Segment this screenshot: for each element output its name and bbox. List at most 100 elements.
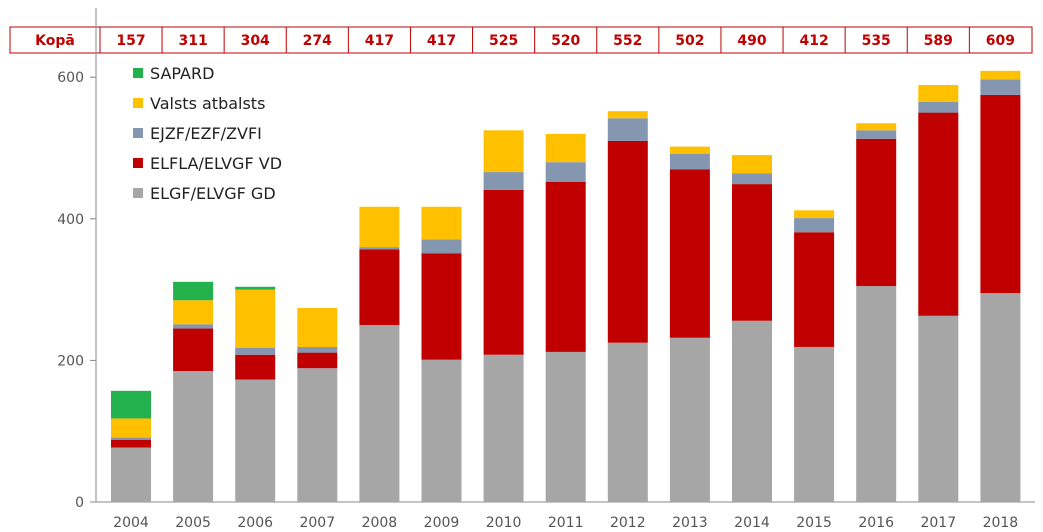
y-tick-label-600: 600 (57, 70, 84, 86)
bar-2004-ejzf-ezf-zvfi (111, 437, 151, 440)
bar-2008-elfla-elvgf-vd (359, 249, 400, 325)
bars (111, 70, 1021, 502)
total-value-2014: 490 (737, 33, 766, 49)
bar-2007-ejzf-ezf-zvfi (297, 346, 338, 353)
bar-2004-sapard (111, 390, 151, 419)
bar-2017-elgf-elvgf-gd (918, 315, 959, 502)
total-value-2008: 417 (365, 33, 394, 49)
bar-2009-ejzf-ezf-zvfi (421, 239, 462, 254)
total-value-2009: 417 (427, 33, 456, 49)
bar-2012-ejzf-ezf-zvfi (607, 118, 648, 141)
bar-2010-ejzf-ezf-zvfi (483, 172, 524, 190)
x-tick-label-2011: 2011 (548, 515, 584, 531)
bar-2013-ejzf-ezf-zvfi (669, 153, 710, 170)
bar-2016-elgf-elvgf-gd (856, 286, 897, 502)
total-value-2007: 274 (303, 33, 332, 49)
bar-2018-elgf-elvgf-gd (980, 293, 1021, 502)
bar-2018-valsts-atbalsts (980, 70, 1021, 80)
legend: SAPARD Valsts atbalsts EJZF/EZF/ZVFI ELFLA/… (133, 64, 282, 203)
bar-2005-ejzf-ezf-zvfi (173, 324, 214, 329)
x-tick-label-2009: 2009 (424, 515, 460, 531)
bar-2013-elfla-elvgf-vd (669, 169, 710, 338)
bar-2013-elgf-elvgf-gd (669, 337, 710, 502)
bar-2010-valsts-atbalsts (483, 130, 524, 173)
totals-row-label: Kopā (35, 33, 75, 49)
bar-2016-valsts-atbalsts (856, 123, 897, 131)
bar-2015-elgf-elvgf-gd (794, 346, 835, 502)
legend-label-4: ELGF/ELVGF GD (150, 184, 276, 203)
totals-row-border (9, 26, 1033, 54)
bar-2004-elgf-elvgf-gd (111, 447, 151, 502)
total-value-2016: 535 (862, 33, 891, 49)
bar-2008-valsts-atbalsts (359, 206, 400, 248)
bar-2004-elfla-elvgf-vd (111, 439, 151, 448)
bar-2015-valsts-atbalsts (794, 210, 835, 219)
x-tick-label-2010: 2010 (486, 515, 522, 531)
total-value-2017: 589 (924, 33, 953, 49)
x-tick-label-2015: 2015 (796, 515, 832, 531)
bar-2004-valsts-atbalsts (111, 418, 151, 438)
x-tick-label-2018: 2018 (983, 515, 1019, 531)
bar-2014-valsts-atbalsts (732, 155, 772, 174)
bar-2009-elfla-elvgf-vd (421, 253, 462, 360)
totals-row: Kopā 157 311 304 274 417 417 525 520 552 502 490 412… (9, 26, 1033, 54)
x-tick-label-2006: 2006 (237, 515, 273, 531)
legend-label-3: ELFLA/ELVGF VD (150, 154, 282, 173)
total-value-2004: 157 (116, 33, 145, 49)
total-value-2013: 502 (675, 33, 704, 49)
bar-2018-elfla-elvgf-vd (980, 94, 1021, 294)
x-axis-labels: 2004 2005 2006 2007 2008 2009 2010 2011 2012 2013… (113, 515, 1018, 531)
x-tick-label-2004: 2004 (113, 515, 149, 531)
bar-2015-elfla-elvgf-vd (794, 232, 835, 347)
bar-2011-elfla-elvgf-vd (545, 181, 586, 352)
total-value-2018: 609 (986, 33, 1015, 49)
x-tick-label-2014: 2014 (734, 515, 770, 531)
total-value-2010: 525 (489, 33, 518, 49)
bar-2016-ejzf-ezf-zvfi (856, 130, 897, 139)
legend-swatch-3 (133, 158, 143, 168)
y-tick-label-200: 200 (57, 353, 84, 369)
bar-2007-valsts-atbalsts (297, 308, 338, 347)
bar-2010-elfla-elvgf-vd (483, 189, 524, 355)
bar-2006-valsts-atbalsts (235, 289, 276, 348)
legend-swatch-2 (133, 128, 143, 138)
x-tick-label-2008: 2008 (362, 515, 398, 531)
legend-label-2: EJZF/EZF/ZVFI (150, 124, 262, 143)
bar-2012-elfla-elvgf-vd (607, 140, 648, 343)
total-value-2006: 304 (241, 33, 270, 49)
legend-swatch-0 (133, 68, 143, 78)
bar-2017-elfla-elvgf-vd (918, 112, 959, 316)
bar-2016-elfla-elvgf-vd (856, 138, 897, 287)
bar-2015-ejzf-ezf-zvfi (794, 218, 835, 233)
bar-2005-valsts-atbalsts (173, 300, 214, 325)
total-value-2015: 412 (799, 33, 828, 49)
bar-2006-elfla-elvgf-vd (235, 354, 276, 380)
bar-2006-sapard (235, 286, 276, 290)
legend-swatch-1 (133, 98, 143, 108)
y-tick-label-400: 400 (57, 212, 84, 228)
bar-2012-valsts-atbalsts (607, 111, 648, 119)
x-tick-label-2007: 2007 (299, 515, 335, 531)
bar-2014-elgf-elvgf-gd (732, 320, 772, 502)
x-tick-label-2013: 2013 (672, 515, 708, 531)
bar-2007-elfla-elvgf-vd (297, 352, 338, 369)
bar-2007-elgf-elvgf-gd (297, 368, 338, 502)
bar-2006-elgf-elvgf-gd (235, 379, 276, 502)
bar-2012-elgf-elvgf-gd (607, 342, 648, 502)
bar-2005-elgf-elvgf-gd (173, 371, 214, 502)
bar-2008-ejzf-ezf-zvfi (359, 247, 400, 250)
bar-2009-valsts-atbalsts (421, 206, 462, 240)
bar-2005-elfla-elvgf-vd (173, 328, 214, 372)
bar-2011-ejzf-ezf-zvfi (545, 162, 586, 182)
bar-2013-valsts-atbalsts (669, 146, 710, 154)
y-tick-label-0: 0 (75, 495, 84, 511)
legend-label-1: Valsts atbalsts (150, 94, 265, 113)
bar-2014-ejzf-ezf-zvfi (732, 173, 772, 185)
x-tick-label-2017: 2017 (920, 515, 956, 531)
bar-2009-elgf-elvgf-gd (421, 359, 462, 502)
total-value-2011: 520 (551, 33, 580, 49)
legend-label-0: SAPARD (150, 64, 214, 83)
total-value-2005: 311 (178, 33, 207, 49)
x-tick-label-2016: 2016 (858, 515, 894, 531)
bar-2011-elgf-elvgf-gd (545, 351, 586, 502)
